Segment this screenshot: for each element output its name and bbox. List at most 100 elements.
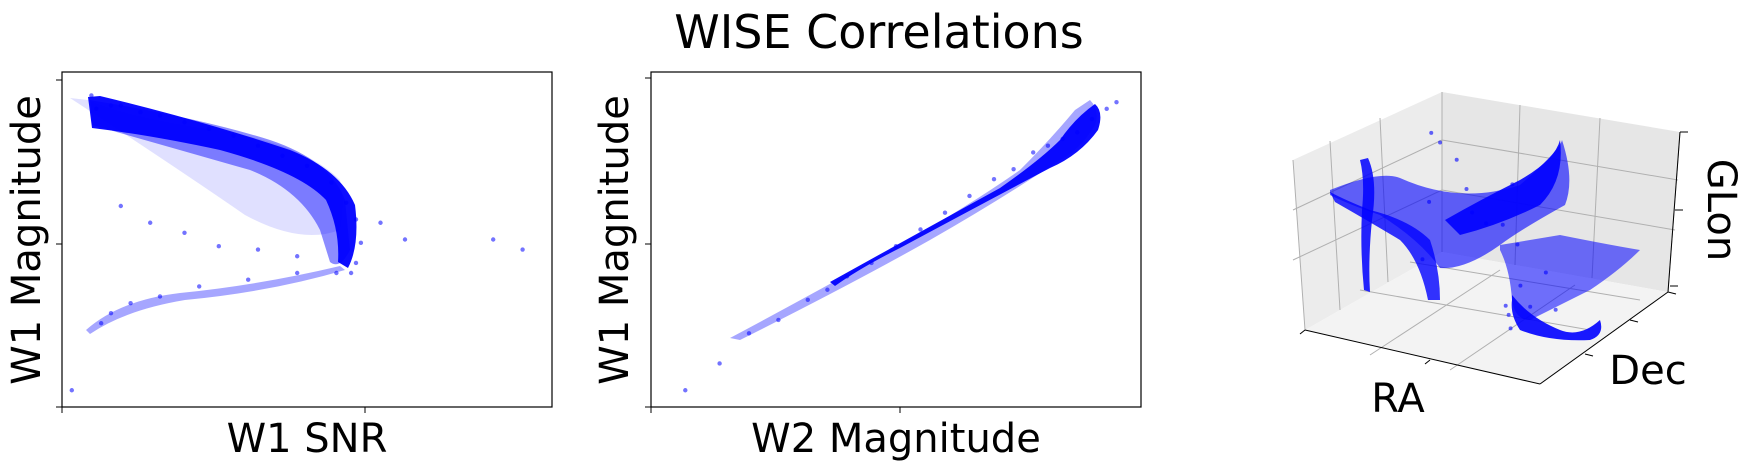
- radec-point-14: [1420, 257, 1425, 262]
- radec-point-5: [1500, 222, 1505, 227]
- radec-point-1: [1454, 157, 1459, 162]
- w2mag-point-7: [869, 260, 874, 266]
- w2mag-point-1: [717, 361, 722, 366]
- plot-area-2: [650, 71, 1142, 408]
- figure-title: WISE Correlations: [674, 5, 1084, 59]
- w2mag-point-10: [942, 210, 948, 215]
- w1snr-point-34: [402, 237, 408, 242]
- w1snr-point-27: [157, 294, 163, 299]
- w1snr-point-28: [197, 284, 202, 289]
- x-axis-label-3: RA: [1371, 376, 1425, 422]
- ra-tick-1: [1299, 329, 1306, 335]
- y-axis-label-2: W1 Magnitude: [592, 95, 638, 385]
- w2mag-point-15: [1045, 143, 1051, 148]
- w1snr-point-32: [69, 388, 75, 393]
- density-core-1: [88, 96, 357, 268]
- grid-line-11: [1359, 289, 1591, 331]
- w1snr-point-36: [520, 247, 525, 252]
- w2mag-point-14: [1031, 150, 1036, 155]
- w1snr-point-6: [182, 120, 187, 125]
- x-axis-label-2: W2 Magnitude: [751, 416, 1041, 462]
- radec-point-2: [1464, 187, 1469, 191]
- density-cloud-2: [730, 100, 1101, 340]
- w2mag-point-17: [1075, 130, 1080, 135]
- radec-point-4: [1484, 221, 1489, 226]
- radec-point-17: [1553, 307, 1558, 312]
- w2mag-point-5: [825, 287, 830, 292]
- w2mag-point-3: [776, 317, 781, 323]
- w2mag-point-12: [991, 177, 997, 182]
- w1snr-point-2: [108, 103, 114, 108]
- w2mag-point-9: [918, 227, 923, 232]
- density-cloud-1: [70, 96, 357, 334]
- axis-line-3d-2: [1667, 131, 1681, 293]
- w1snr-point-9: [255, 143, 261, 148]
- w1snr-point-15: [358, 240, 364, 246]
- w1snr-point-19: [148, 220, 153, 225]
- w1snr-point-30: [295, 270, 300, 276]
- axis-line-3d-0: [1304, 329, 1541, 385]
- w1snr-point-25: [108, 311, 114, 316]
- w1snr-point-3: [118, 103, 124, 108]
- w1snr-point-12: [329, 180, 334, 185]
- grid-line-13: [1369, 269, 1501, 356]
- w1snr-point-4: [138, 110, 143, 115]
- w2mag-point-2: [746, 331, 752, 336]
- w1snr-point-11: [304, 163, 310, 168]
- plot-area-1: [61, 71, 553, 408]
- dec-tick-3: [1667, 291, 1677, 295]
- radec-point-15: [1503, 303, 1508, 308]
- w2mag-point-11: [967, 193, 972, 199]
- w1snr-point-10: [280, 153, 285, 158]
- w1snr-point-18: [118, 203, 124, 209]
- radec-point-16: [1543, 270, 1548, 275]
- dec-tick-2: [1629, 319, 1639, 323]
- w1snr-point-21: [216, 244, 221, 249]
- radec-point-7: [1515, 242, 1520, 247]
- w1snr-point-24: [99, 321, 104, 326]
- density-tail-1: [86, 266, 345, 334]
- density-core-2: [830, 104, 1101, 286]
- radec-point-11: [1508, 326, 1513, 331]
- points-group-3: [1420, 130, 1558, 331]
- w1snr-point-8: [231, 133, 236, 138]
- w1snr-point-0: [89, 93, 94, 98]
- points-group-1: [69, 93, 525, 393]
- grid-line-3: [1329, 140, 1341, 311]
- w2mag-point-19: [1104, 106, 1109, 112]
- w1snr-point-35: [491, 237, 496, 242]
- w2mag-point-4: [805, 297, 810, 302]
- w2mag-point-13: [1011, 166, 1016, 172]
- z-axis-label-3: GLon: [1698, 159, 1744, 261]
- surface-bottom-3: [1511, 295, 1602, 341]
- w1snr-point-13: [344, 200, 349, 205]
- w1snr-point-7: [206, 126, 212, 132]
- y-axis-label-3: Dec: [1609, 348, 1686, 394]
- w1snr-point-29: [246, 277, 251, 282]
- surface-left-3: [1330, 192, 1440, 300]
- radec-point-3: [1470, 210, 1475, 215]
- radec-point-10: [1506, 312, 1511, 317]
- radec-point-6: [1510, 182, 1515, 187]
- radec-point-0: [1438, 140, 1443, 145]
- w1snr-point-23: [295, 254, 300, 259]
- y-axis-label-1: W1 Magnitude: [4, 95, 50, 385]
- surface-main-3: [1330, 140, 1570, 269]
- x-axis-label-1: W1 SNR: [227, 416, 388, 462]
- w1snr-point-16: [353, 260, 359, 266]
- points-group-2: [683, 99, 1119, 393]
- surface-ridge-3: [1445, 140, 1561, 235]
- w2mag-point-0: [683, 388, 688, 393]
- w1snr-point-14: [353, 217, 359, 222]
- w1snr-point-17: [348, 270, 354, 276]
- grid-line-0: [1292, 159, 1306, 331]
- ra-tick-2: [1424, 359, 1431, 365]
- radec-point-8: [1518, 283, 1523, 288]
- radec-point-13: [1427, 199, 1432, 204]
- axis-line-3d-1: [1539, 291, 1669, 385]
- w1snr-point-5: [157, 113, 163, 118]
- w2mag-point-20: [1114, 99, 1119, 105]
